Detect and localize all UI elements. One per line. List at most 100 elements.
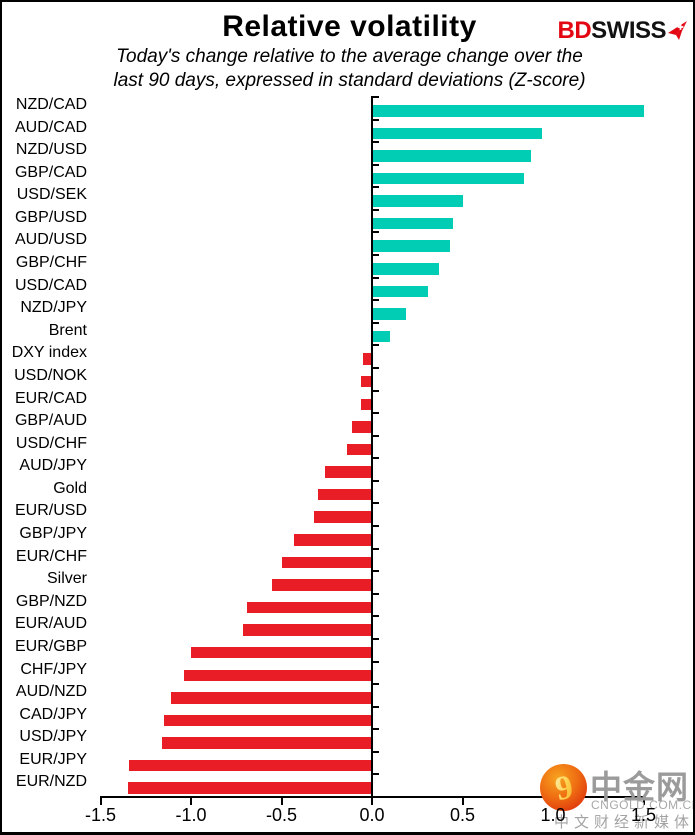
- category-axis-tick: [371, 660, 379, 663]
- category-label: EUR/JPY: [19, 750, 87, 768]
- category-label: USD/CAD: [14, 276, 87, 294]
- value-axis-tick-label: -1.0: [175, 804, 207, 825]
- category-label: Silver: [46, 570, 87, 588]
- category-label: USD/CHF: [15, 434, 87, 452]
- bar: [191, 646, 372, 659]
- bar: [372, 127, 543, 140]
- category-label: GBP/CHF: [15, 254, 87, 272]
- category-label: GBP/NZD: [15, 592, 87, 610]
- bar: [372, 105, 644, 117]
- category-axis-tick: [371, 502, 379, 505]
- cngold-cloud-icon: 9: [540, 764, 587, 811]
- bar: [346, 443, 372, 456]
- category-axis-tick: [371, 321, 379, 324]
- category-label: EUR/CAD: [14, 389, 87, 407]
- bar: [129, 759, 372, 772]
- category-label: EUR/GBP: [14, 637, 87, 655]
- category-axis-tick: [371, 547, 379, 550]
- category-label: GBP/AUD: [14, 412, 87, 430]
- value-axis-tick-label: 1.0: [540, 804, 566, 825]
- bar: [372, 172, 525, 185]
- bar: [243, 624, 372, 636]
- bdswiss-logo-swiss-text: SWISS: [591, 17, 666, 44]
- category-axis-tick: [371, 276, 379, 279]
- value-axis-tick-label: -0.5: [265, 804, 298, 825]
- category-axis-tick: [371, 366, 379, 369]
- bdswiss-arrow-icon: [668, 21, 687, 40]
- category-label: AUD/USD: [14, 231, 87, 249]
- category-label: GBP/CAD: [14, 163, 87, 181]
- category-axis-tick: [371, 434, 379, 437]
- category-axis-tick: [371, 637, 379, 640]
- bar: [324, 466, 372, 478]
- category-axis-tick: [371, 728, 379, 731]
- category-axis-tick: [371, 705, 379, 708]
- category-axis-tick: [371, 389, 379, 392]
- bar: [362, 353, 372, 365]
- category-label: EUR/AUD: [14, 615, 87, 633]
- bar: [171, 692, 372, 704]
- bar: [281, 556, 372, 569]
- category-label: CHF/JPY: [20, 660, 87, 678]
- chart-title: Relative volatility: [222, 10, 477, 43]
- category-label: AUD/NZD: [15, 683, 87, 701]
- category-axis-tick: [371, 750, 379, 753]
- category-axis-tick: [371, 141, 379, 144]
- category-axis-tick: [371, 344, 379, 347]
- cngold-watermark: 9 中金网 CNGOLD.COM.CN 中文财经新媒体: [540, 762, 695, 832]
- category-label: GBP/USD: [14, 208, 87, 226]
- bar: [163, 714, 372, 727]
- bar: [372, 195, 463, 207]
- value-axis-tick: [190, 796, 192, 805]
- category-axis-tick: [371, 231, 379, 234]
- category-axis-tick: [371, 615, 379, 618]
- value-axis-tick-label: 1.5: [630, 804, 657, 825]
- category-axis-tick: [371, 163, 379, 166]
- bar: [372, 285, 429, 298]
- category-axis-tick: [371, 254, 379, 257]
- bar: [352, 421, 372, 433]
- value-axis-tick: [461, 796, 464, 805]
- value-axis-tick: [371, 796, 373, 805]
- category-axis-tick: [371, 412, 379, 415]
- value-axis-line: [99, 795, 645, 798]
- value-axis-tick: [280, 796, 283, 805]
- category-label: AUD/JPY: [19, 457, 87, 475]
- category-label: EUR/NZD: [15, 773, 87, 791]
- category-axis-tick: [371, 457, 379, 460]
- bar: [162, 737, 372, 749]
- category-label: USD/NOK: [14, 366, 87, 384]
- value-axis-tick-label: -1.5: [84, 804, 117, 825]
- bar: [372, 150, 532, 162]
- category-axis-tick: [371, 208, 379, 211]
- category-axis-tick: [371, 773, 379, 776]
- bar: [361, 375, 372, 388]
- category-axis-tick: [371, 186, 379, 189]
- category-label: EUR/CHF: [15, 547, 87, 565]
- bar: [361, 398, 372, 411]
- bar: [372, 330, 391, 343]
- bar: [247, 601, 372, 614]
- category-label: DXY index: [11, 344, 87, 362]
- chart-subtitle-line2: last 90 days, expressed in standard devi…: [113, 70, 586, 91]
- bdswiss-logo: BD SWISS: [557, 17, 687, 44]
- cngold-watermark-tagline: 中文财经新媒体: [554, 815, 695, 831]
- category-label: AUD/CAD: [14, 118, 87, 136]
- category-axis-tick: [371, 118, 379, 121]
- category-axis-tick: [371, 592, 379, 595]
- category-label: GBP/JPY: [19, 525, 87, 543]
- bar: [183, 669, 372, 681]
- category-axis-tick: [371, 683, 379, 686]
- category-label: Brent: [48, 321, 87, 339]
- category-label: EUR/USD: [14, 502, 87, 520]
- category-axis-tick: [371, 96, 379, 98]
- category-label: NZD/CAD: [15, 96, 87, 113]
- cngold-watermark-domain: CNGOLD.COM.CN: [591, 798, 695, 812]
- value-axis-tick: [99, 796, 102, 805]
- category-label: NZD/USD: [15, 141, 87, 159]
- bdswiss-logo-bd-text: BD: [557, 17, 592, 44]
- category-axis-tick: [371, 479, 379, 482]
- category-axis-tick: [371, 525, 379, 528]
